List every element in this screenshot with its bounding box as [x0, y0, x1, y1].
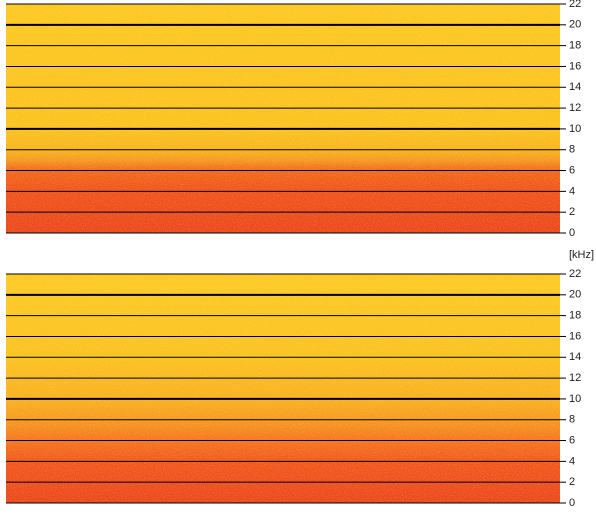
y-axis-label: [kHz]: [569, 249, 594, 261]
y-tick-label: 6: [569, 164, 575, 176]
y-tick-label: 14: [569, 351, 581, 363]
y-tick-label: 22: [569, 268, 581, 280]
y-tick-label: 20: [569, 19, 581, 31]
noise-texture: [6, 274, 560, 503]
y-tick-label: 2: [569, 476, 575, 488]
y-tick-label: 18: [569, 40, 581, 52]
y-tick-label: 12: [569, 102, 581, 114]
noise-texture: [6, 4, 560, 233]
y-tick-label: 10: [569, 393, 581, 405]
y-tick-label: 16: [569, 330, 581, 342]
y-tick-label: 4: [569, 455, 575, 467]
y-tick-label: 10: [569, 123, 581, 135]
y-tick-label: 18: [569, 310, 581, 322]
y-tick-label: 20: [569, 289, 581, 301]
y-tick-label: 0: [569, 227, 575, 239]
y-tick-label: 2: [569, 206, 575, 218]
y-tick-label: 4: [569, 185, 575, 197]
y-tick-label: 6: [569, 434, 575, 446]
y-tick-label: 0: [569, 497, 575, 509]
y-tick-label: 8: [569, 144, 575, 156]
y-tick-label: 14: [569, 81, 581, 93]
y-tick-label: 8: [569, 414, 575, 426]
y-tick-label: 22: [569, 0, 581, 10]
y-tick-label: 16: [569, 60, 581, 72]
y-tick-label: 12: [569, 372, 581, 384]
